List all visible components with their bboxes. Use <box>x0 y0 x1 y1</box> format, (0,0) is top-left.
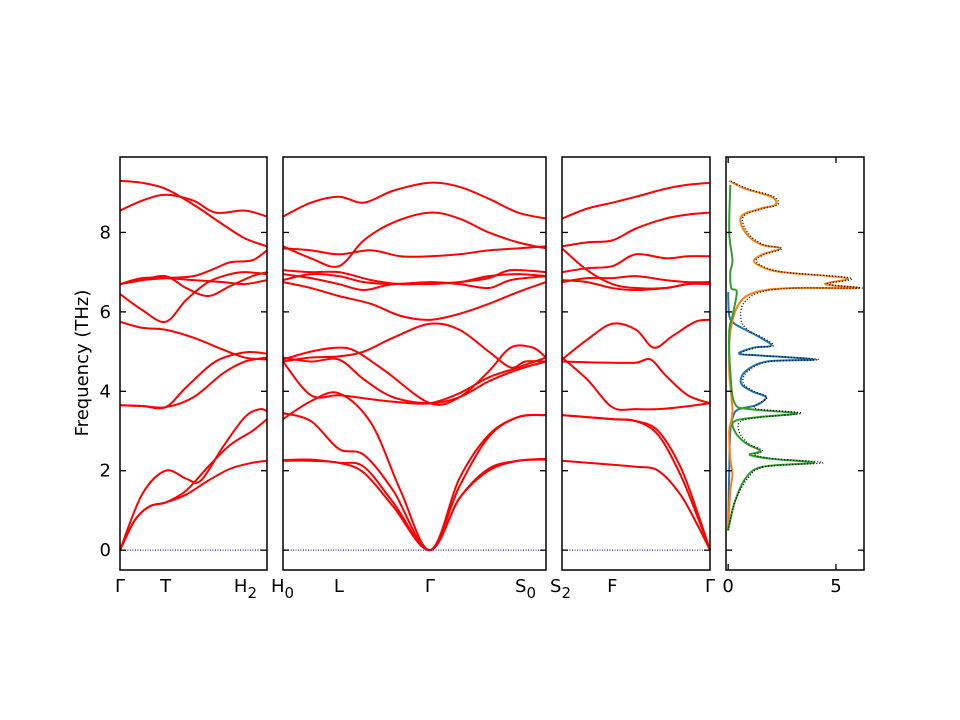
band-line <box>282 412 547 552</box>
y-tick-label: 0 <box>100 540 111 561</box>
band-line <box>282 268 547 292</box>
band-line <box>119 276 268 286</box>
x-tick-label: Γ <box>425 576 435 597</box>
band-line <box>282 245 547 258</box>
x-tick-label: T <box>159 576 172 597</box>
dos-frame <box>725 156 865 571</box>
band-line <box>119 271 268 323</box>
x-tick-label: Γ <box>705 576 715 597</box>
x-tick-label: H0 <box>271 576 294 602</box>
band-line <box>561 318 711 361</box>
panel-frame <box>561 156 711 571</box>
y-tick-label: 8 <box>100 222 111 243</box>
band-line <box>561 358 711 405</box>
band-line <box>282 457 547 552</box>
x-tick-label: H2 <box>234 576 257 602</box>
band-line <box>282 356 547 405</box>
band-line <box>282 391 547 552</box>
band-line <box>119 459 268 551</box>
band-line <box>561 356 711 411</box>
band-line <box>119 320 268 361</box>
band-line <box>561 181 711 220</box>
band-line <box>282 281 547 321</box>
band-line <box>561 279 711 292</box>
y-tick-label: 2 <box>100 461 111 482</box>
y-tick-label: 4 <box>100 381 111 402</box>
band-line <box>561 211 711 248</box>
y-axis-label: Frequency (THz) <box>72 290 93 437</box>
panel-frame <box>282 156 547 571</box>
band-line <box>282 269 547 286</box>
dos-partial-line <box>727 291 816 531</box>
x-tick-label: Γ <box>115 576 125 597</box>
band-line <box>561 275 711 284</box>
y-tick-label: 6 <box>100 302 111 323</box>
band-line <box>119 418 268 551</box>
dos-curves <box>727 179 863 531</box>
band-line <box>119 407 268 551</box>
band-line <box>119 179 268 248</box>
x-tick-label: S2 <box>550 576 571 602</box>
band-line <box>282 344 547 406</box>
band-line <box>119 249 268 286</box>
band-line <box>561 459 711 551</box>
dos-total-line <box>727 180 863 531</box>
panel-frames <box>119 156 865 571</box>
band-line <box>282 181 547 220</box>
band-line <box>282 356 547 405</box>
dos-x-tick-label: 5 <box>830 576 841 597</box>
band-line <box>119 193 268 218</box>
band-line <box>119 350 268 410</box>
axis-ticks <box>120 157 864 570</box>
band-line <box>282 322 547 369</box>
band-line <box>282 211 547 268</box>
x-tick-label: L <box>334 576 344 597</box>
band-line <box>561 414 711 551</box>
x-tick-label: S0 <box>515 576 536 602</box>
band-line <box>561 253 711 274</box>
dos-x-tick-label: 0 <box>722 576 733 597</box>
panel-frame <box>119 156 268 571</box>
band-curves <box>119 179 711 552</box>
x-tick-label: F <box>607 576 617 597</box>
band-line <box>119 356 268 409</box>
